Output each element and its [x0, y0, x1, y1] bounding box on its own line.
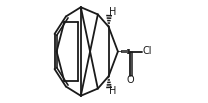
Text: Cl: Cl: [143, 46, 152, 57]
Text: O: O: [126, 75, 134, 85]
Text: H: H: [109, 7, 116, 17]
Text: H: H: [109, 86, 116, 96]
